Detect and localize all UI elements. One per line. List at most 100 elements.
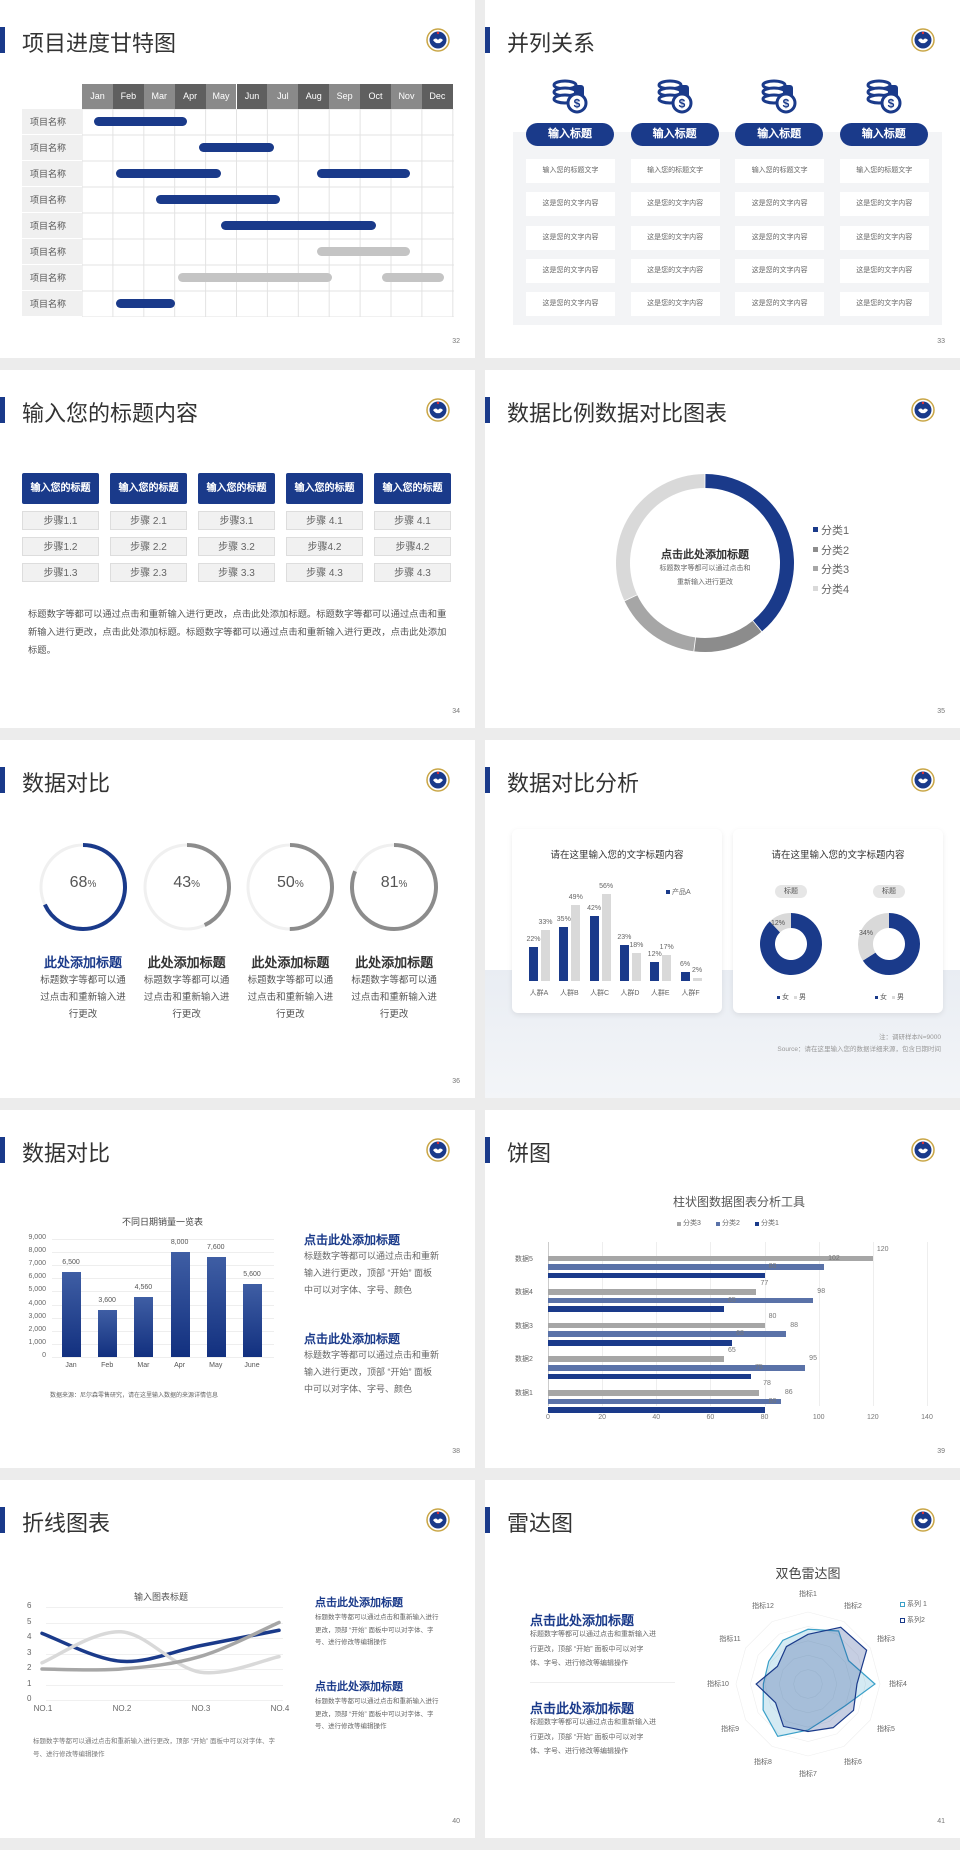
bar[interactable]: [548, 1255, 873, 1262]
step-column-header[interactable]: 输入您的标题: [286, 473, 363, 504]
bar[interactable]: [170, 1252, 190, 1357]
column-header-pill[interactable]: 输入标题: [839, 123, 928, 146]
column-header-pill[interactable]: 输入标题: [526, 123, 614, 146]
slide-title: 数据对比分析: [507, 771, 640, 796]
bar[interactable]: [548, 1340, 733, 1346]
gantt-bar[interactable]: [316, 247, 410, 256]
step-box[interactable]: 步骤 2.3: [110, 563, 187, 582]
bar[interactable]: [548, 1407, 765, 1413]
content-cell[interactable]: 输入您的标题文字: [839, 159, 929, 183]
step-box[interactable]: 步骤1.2: [22, 537, 99, 556]
content-cell[interactable]: 这是您的文字内容: [839, 192, 929, 217]
bar[interactable]: [548, 1272, 765, 1279]
step-column-header[interactable]: 输入您的标题: [110, 473, 187, 504]
gantt-bar[interactable]: [94, 117, 188, 126]
content-cell[interactable]: 这是您的文字内容: [630, 225, 720, 250]
content-cell[interactable]: 输入您的标题文字: [526, 159, 615, 183]
bar[interactable]: [529, 946, 538, 981]
bar[interactable]: [650, 962, 660, 981]
gantt-bar[interactable]: [199, 143, 274, 152]
step-column-header[interactable]: 输入您的标题: [22, 473, 99, 504]
gantt-bar[interactable]: [381, 273, 444, 282]
content-cell[interactable]: 这是您的文字内容: [526, 258, 615, 283]
column-header-pill[interactable]: 输入标题: [630, 123, 719, 146]
column-header-pill[interactable]: 输入标题: [735, 123, 824, 146]
bar[interactable]: [206, 1257, 226, 1357]
bar[interactable]: [559, 926, 569, 981]
step-box[interactable]: 步骤1.3: [22, 563, 99, 582]
bar[interactable]: [548, 1331, 787, 1337]
step-box[interactable]: 步骤1.1: [22, 511, 99, 530]
step-box[interactable]: 步骤 2.1: [110, 511, 187, 530]
gantt-bar[interactable]: [221, 221, 376, 230]
content-cell[interactable]: 这是您的文字内容: [630, 192, 720, 217]
bar[interactable]: [548, 1356, 724, 1362]
gantt-row-label: 项目名称: [22, 135, 82, 160]
gantt-bar[interactable]: [115, 299, 175, 308]
bar[interactable]: [548, 1398, 781, 1405]
bar[interactable]: [548, 1322, 765, 1329]
donut-slice-female: [862, 913, 920, 975]
content-cell[interactable]: 这是您的文字内容: [735, 258, 825, 283]
category-label: 人群F: [681, 990, 700, 997]
bar[interactable]: [548, 1365, 806, 1371]
bar-value-label: 7,600: [207, 1244, 225, 1252]
step-column-header[interactable]: 输入您的标题: [198, 473, 275, 504]
body-paragraph: 标题数字等都可以通过点击和重新输入进行更改，点击此处添加标题。标题数字等都可以通…: [28, 609, 447, 655]
content-cell[interactable]: 这是您的文字内容: [735, 292, 825, 317]
bar[interactable]: [98, 1309, 118, 1357]
content-cell[interactable]: 这是您的文字内容: [839, 258, 929, 283]
step-box[interactable]: 步骤 4.3: [286, 563, 363, 582]
bar[interactable]: [548, 1373, 752, 1380]
step-box[interactable]: 步骤 3.3: [198, 563, 275, 582]
bar[interactable]: [62, 1271, 81, 1357]
card-title: 请在这里输入您的文字标题内容: [771, 850, 905, 861]
content-cell[interactable]: 这是您的文字内容: [735, 225, 825, 250]
step-box[interactable]: 步骤 3.2: [198, 537, 275, 556]
step-box[interactable]: 步骤3.1: [198, 511, 275, 530]
slide-title: 项目进度甘特图: [22, 31, 177, 56]
bar[interactable]: [541, 929, 550, 981]
step-column-header[interactable]: 输入您的标题: [374, 473, 451, 504]
gantt-bar[interactable]: [316, 169, 410, 178]
content-cell[interactable]: 输入您的标题文字: [630, 159, 720, 183]
bar[interactable]: [548, 1289, 757, 1295]
content-cell[interactable]: 输入您的标题文字: [735, 159, 825, 183]
bar-data-label: 33%: [538, 918, 553, 926]
step-box[interactable]: 步骤4.2: [374, 537, 451, 556]
gantt-bar[interactable]: [156, 195, 280, 204]
gantt-bar[interactable]: [115, 169, 222, 178]
bar[interactable]: [243, 1283, 262, 1357]
bar[interactable]: [631, 953, 641, 981]
content-cell[interactable]: 这是您的文字内容: [735, 192, 825, 217]
bar[interactable]: [548, 1264, 825, 1270]
content-cell[interactable]: 这是您的文字内容: [839, 225, 929, 250]
block-text-line: 号、进行修改等编辑操作: [315, 1723, 387, 1731]
gantt-bar[interactable]: [177, 273, 333, 282]
content-cell[interactable]: 这是您的文字内容: [526, 225, 615, 250]
bar[interactable]: [692, 977, 702, 981]
bar[interactable]: [589, 915, 599, 981]
bar[interactable]: [548, 1390, 760, 1396]
bar[interactable]: [601, 894, 611, 981]
content-cell[interactable]: 这是您的文字内容: [630, 258, 720, 283]
step-box[interactable]: 步骤 4.1: [286, 511, 363, 530]
gantt-month-header: Aug: [298, 84, 330, 109]
step-box[interactable]: 步骤 4.3: [374, 563, 451, 582]
bar[interactable]: [619, 945, 629, 981]
content-cell[interactable]: 这是您的文字内容: [839, 292, 929, 317]
bar[interactable]: [571, 905, 581, 981]
bar[interactable]: [134, 1297, 154, 1357]
step-box[interactable]: 步骤 4.1: [374, 511, 451, 530]
bar[interactable]: [680, 971, 690, 981]
step-box[interactable]: 步骤4.2: [286, 537, 363, 556]
step-box[interactable]: 步骤 2.2: [110, 537, 187, 556]
donut-percent-label: 12%: [771, 920, 786, 927]
content-cell[interactable]: 这是您的文字内容: [630, 292, 720, 317]
bar[interactable]: [548, 1306, 724, 1312]
bar[interactable]: [662, 954, 672, 981]
bar[interactable]: [548, 1297, 814, 1304]
content-cell[interactable]: 这是您的文字内容: [526, 192, 615, 217]
content-cell[interactable]: 这是您的文字内容: [526, 292, 615, 317]
x-tick-label: 40: [652, 1414, 661, 1421]
